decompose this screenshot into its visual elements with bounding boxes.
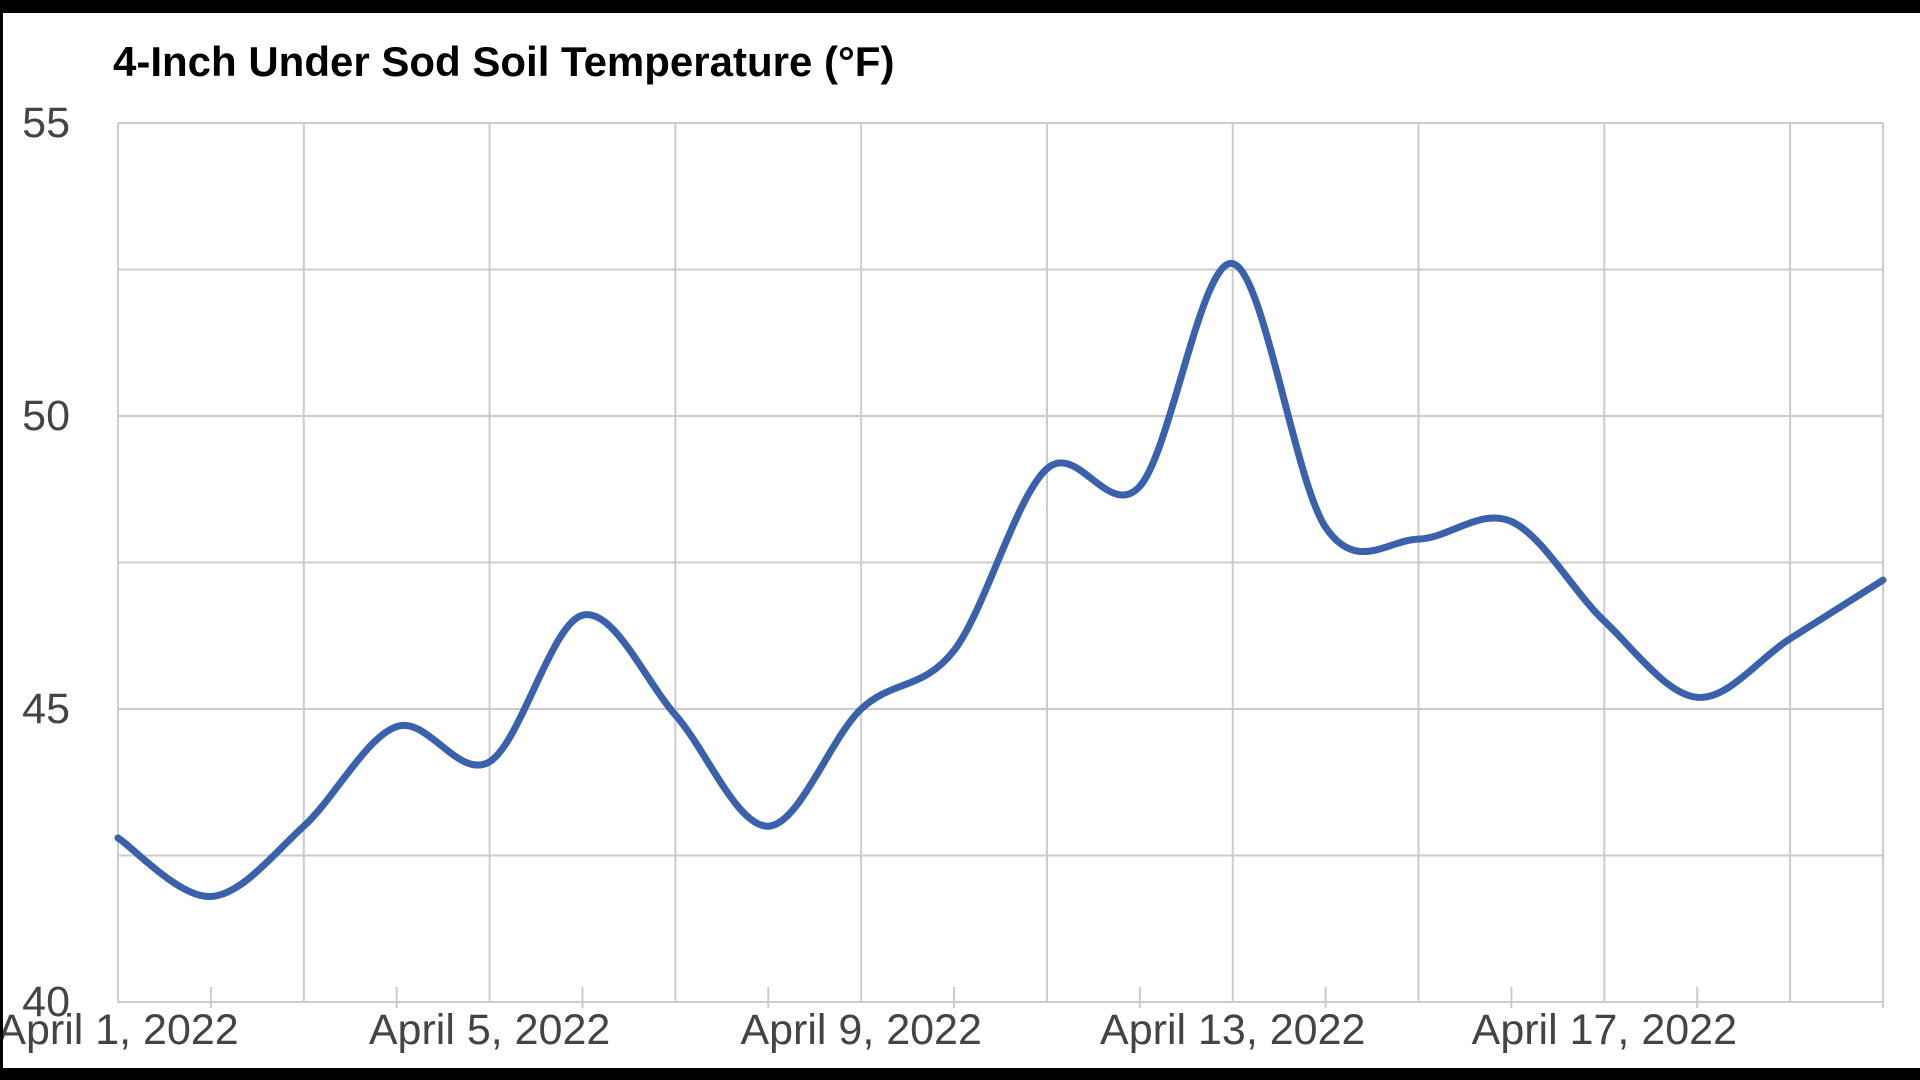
- x-axis-label: April 17, 2022: [1471, 1006, 1737, 1054]
- y-axis-label: 45: [22, 685, 70, 733]
- x-axis-label: April 9, 2022: [740, 1006, 982, 1054]
- x-axis-label: April 1, 2022: [0, 1006, 239, 1054]
- left-border-bar: [0, 0, 3, 1080]
- top-border-bar: [0, 0, 1920, 13]
- y-axis-label: 40: [22, 978, 70, 1026]
- x-axis-minor-ticks: [209, 987, 1884, 1008]
- temperature-series-line: [114, 260, 1887, 900]
- bottom-border-bar: [0, 1068, 1920, 1080]
- horizontal-gridlines: [118, 122, 1883, 1003]
- chart-title: 4-Inch Under Sod Soil Temperature (°F): [113, 38, 895, 85]
- y-axis-label: 55: [22, 99, 70, 147]
- x-axis-label: April 13, 2022: [1100, 1006, 1366, 1054]
- vertical-gridlines: [117, 123, 1884, 1002]
- x-axis-label: April 5, 2022: [368, 1006, 611, 1054]
- y-axis-label: 50: [22, 392, 70, 440]
